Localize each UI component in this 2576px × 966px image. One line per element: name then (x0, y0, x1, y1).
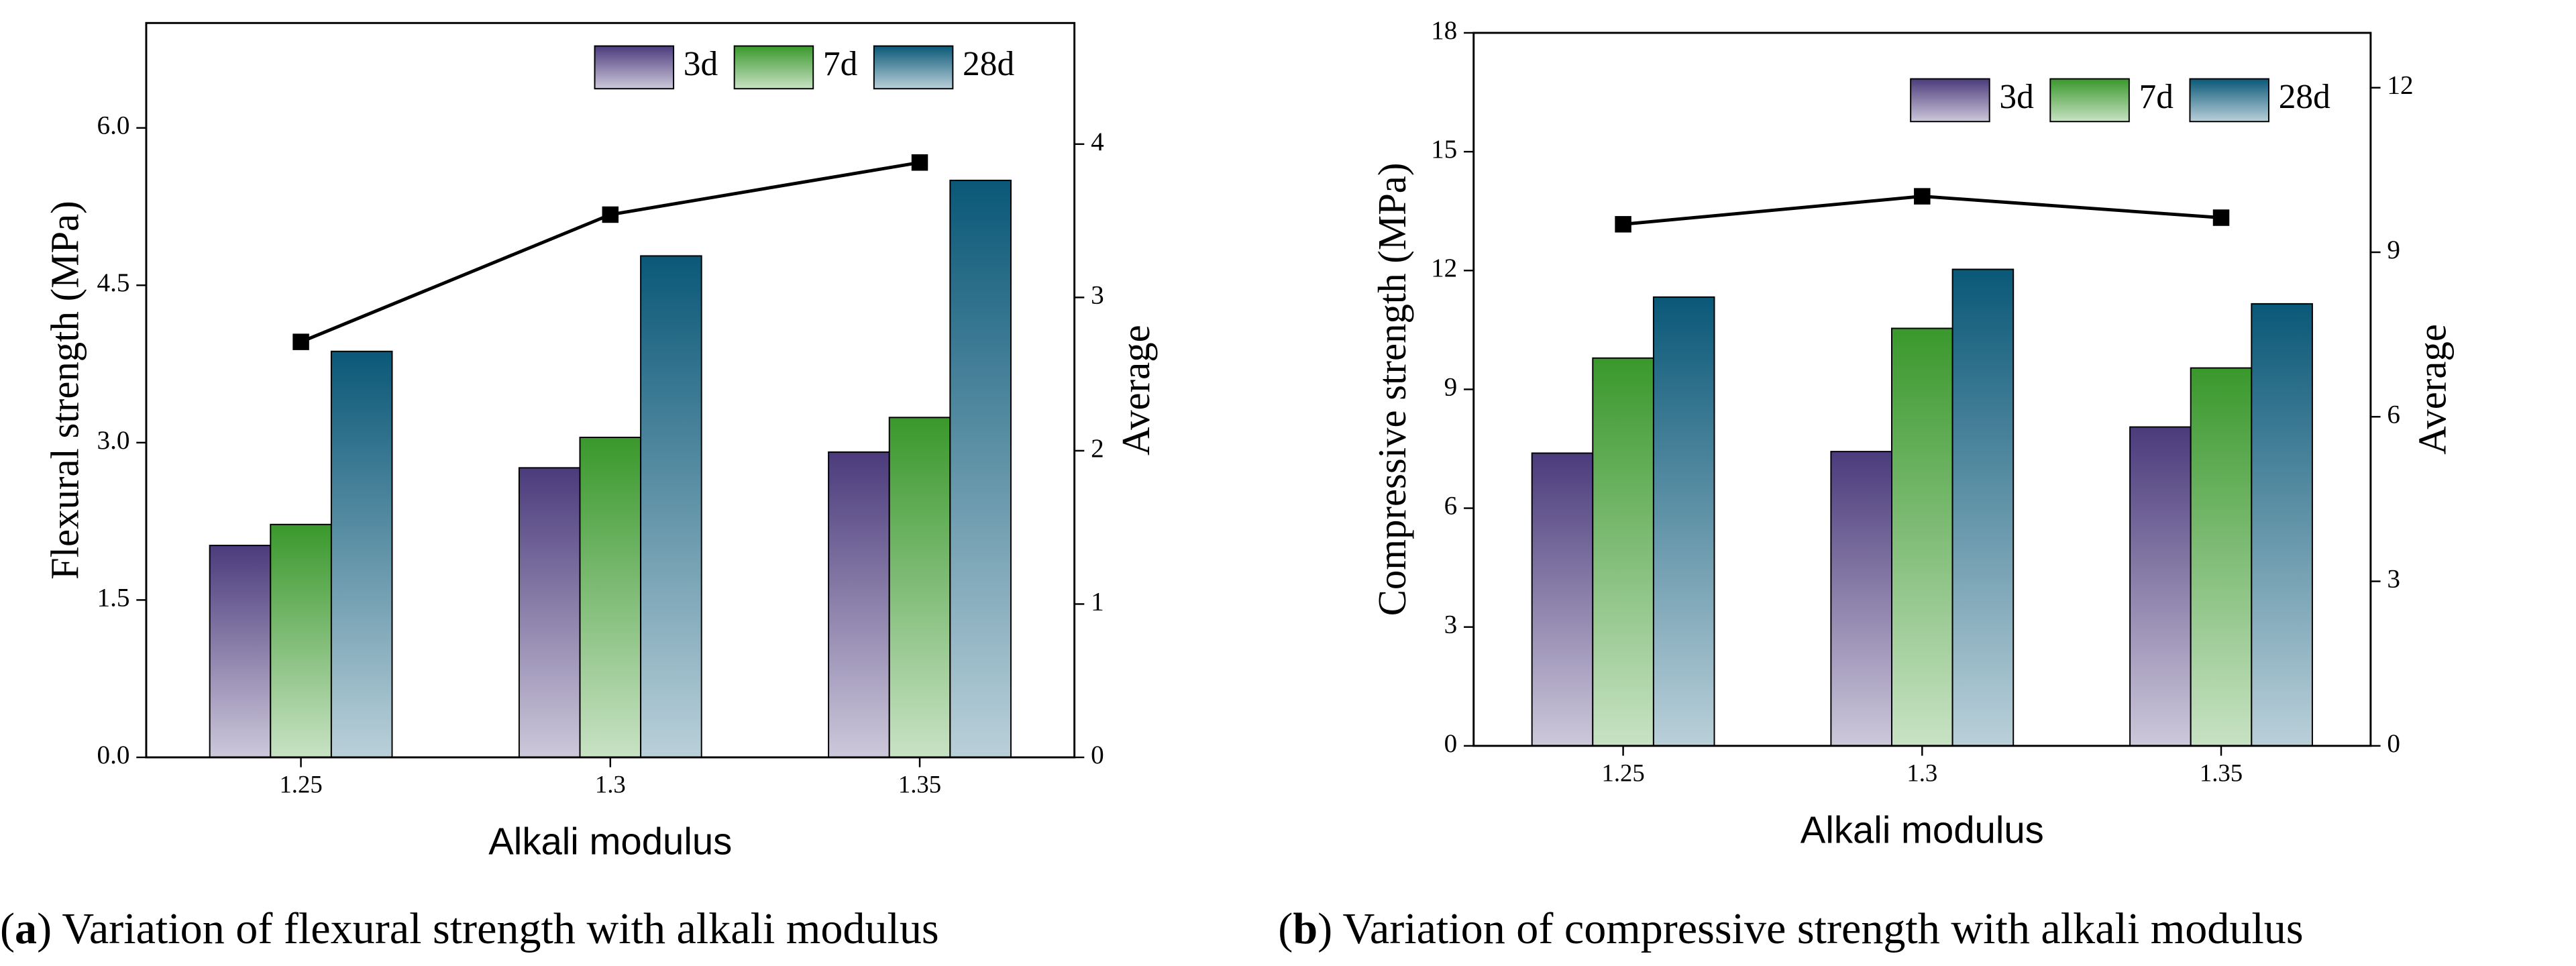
y-tick-label: 0 (1444, 729, 1458, 758)
bar (1531, 452, 1594, 747)
bar (518, 467, 581, 758)
y-tick-label: 1.5 (97, 583, 130, 612)
bar (330, 350, 393, 758)
bar (1830, 451, 1892, 747)
x-tick-label: 1.35 (898, 770, 941, 798)
y2-tick-label: 0 (1091, 741, 1104, 769)
y2-axis-label: Average (1114, 325, 1158, 455)
y-tick-label: 12 (1431, 254, 1457, 282)
caption-part: b (1293, 904, 1318, 953)
y-tick-label: 6 (1444, 492, 1458, 521)
bar (1891, 327, 1953, 747)
x-tick-label: 1.25 (1601, 759, 1644, 786)
y-tick-label: 4.5 (97, 268, 130, 297)
y-tick-label: 15 (1431, 135, 1457, 164)
legend-label: 7d (823, 45, 858, 83)
caption-part: ) Variation of flexural strength with al… (37, 904, 939, 953)
caption-part: ( (1278, 904, 1293, 953)
average-marker (1615, 216, 1631, 233)
caption: (b) Variation of compressive strength wi… (1278, 904, 2303, 953)
y2-tick-label: 12 (2387, 71, 2413, 100)
bar (640, 255, 702, 758)
caption: (a) Variation of flexural strength with … (0, 904, 939, 953)
legend-swatch (594, 45, 675, 90)
x-axis-label: Alkali modulus (1801, 809, 2044, 851)
y2-tick-label: 6 (2387, 400, 2400, 429)
y2-tick-label: 1 (1091, 587, 1104, 616)
x-tick-label: 1.25 (279, 770, 322, 798)
average-marker (2212, 209, 2230, 226)
legend-label: 28d (963, 45, 1014, 83)
legend-label: 7d (2139, 78, 2174, 116)
y2-tick-label: 3 (1091, 280, 1104, 309)
y2-tick-label: 0 (2387, 729, 2400, 758)
average-marker (911, 154, 928, 171)
x-tick-label: 1.3 (595, 770, 626, 798)
y2-axis-label: Average (2410, 324, 2454, 455)
y-tick-label: 6.0 (97, 111, 130, 140)
y2-tick-label: 3 (2387, 565, 2400, 594)
bar (1652, 296, 1715, 747)
y2-tick-label: 4 (1091, 127, 1104, 156)
average-marker (292, 333, 309, 350)
caption-part: a (15, 904, 37, 953)
bar (949, 179, 1012, 758)
y-axis-label: Compressive strength (MPa) (1371, 163, 1414, 616)
legend-swatch (1910, 78, 1990, 123)
bar (1951, 268, 2015, 747)
bar (888, 417, 951, 758)
average-line (300, 160, 920, 343)
bar (828, 451, 890, 758)
y-axis-label: Flexural strength (MPa) (43, 201, 87, 580)
bar (2129, 426, 2192, 747)
y-tick-label: 0.0 (97, 741, 130, 769)
y2-tick-label: 2 (1091, 434, 1104, 463)
x-axis-label: Alkali modulus (488, 820, 732, 863)
bar (270, 523, 332, 758)
legend-swatch (733, 45, 814, 90)
y2-tick-label: 9 (2387, 235, 2400, 264)
legend-swatch (2189, 78, 2269, 123)
bar (2251, 303, 2313, 747)
y-tick-label: 18 (1431, 16, 1457, 45)
legend-label: 3d (1999, 78, 2034, 116)
y-tick-label: 3 (1444, 610, 1458, 639)
caption-part: ) Variation of compressive strength with… (1318, 904, 2303, 953)
bar (2190, 367, 2253, 747)
y-tick-label: 3.0 (97, 426, 130, 455)
legend-swatch (2049, 78, 2130, 123)
average-marker (1914, 188, 1931, 205)
average-marker (602, 206, 619, 223)
bar (209, 545, 272, 758)
caption-part: ( (0, 904, 15, 953)
y-tick-label: 9 (1444, 372, 1458, 401)
bar (1592, 357, 1654, 747)
legend-label: 3d (684, 45, 718, 83)
x-tick-label: 1.35 (2200, 759, 2243, 786)
bar (579, 437, 642, 758)
x-tick-label: 1.3 (1907, 759, 1937, 786)
legend-label: 28d (2279, 78, 2330, 116)
legend-swatch (873, 45, 954, 90)
